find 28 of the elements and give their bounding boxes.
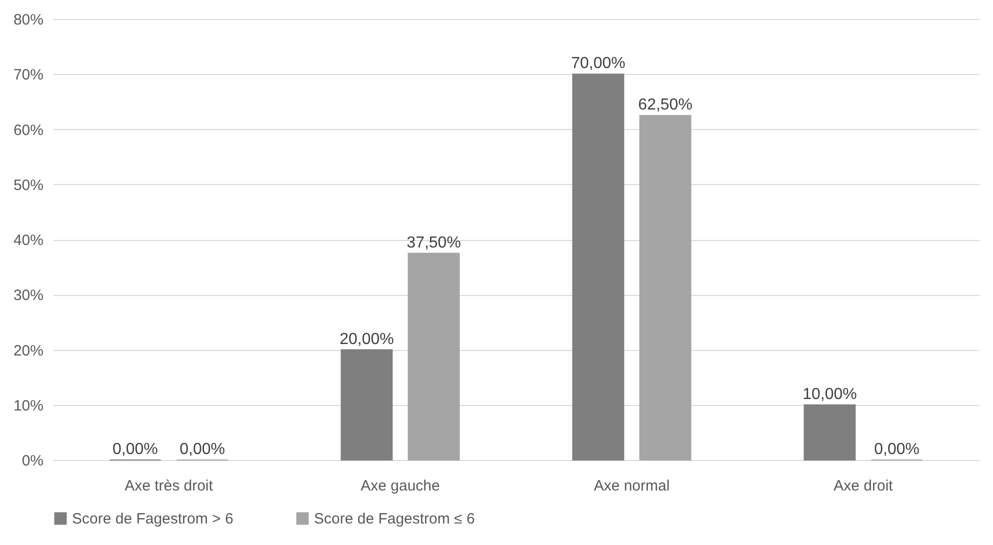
bar [639,114,692,460]
y-tick-label: 80% [13,12,44,28]
legend-label: Score de Fagestrom ≤ 6 [314,510,475,528]
y-tick-label: 0% [22,452,44,470]
y-tick-label: 60% [13,122,44,139]
data-label: 62,50% [638,96,692,114]
data-label: 0,00% [180,441,225,458]
data-label: 37,50% [406,234,461,252]
data-label: 0,00% [874,441,920,458]
x-tick-label: Axe normal [594,478,670,494]
bar [340,349,393,460]
y-tick-label: 20% [13,342,44,360]
data-label: 0,00% [112,441,158,458]
data-label: 20,00% [340,330,394,348]
bar [572,74,624,460]
bar [408,252,460,460]
y-tick-label: 30% [13,287,44,304]
data-label: 10,00% [802,386,857,403]
y-tick-label: 70% [13,66,44,84]
x-tick-label: Axe droit [834,478,894,494]
x-tick-label: Axe gauche [360,478,440,494]
y-tick-label: 10% [13,397,44,414]
y-tick-label: 50% [13,176,44,194]
bar [804,404,856,460]
legend-label: Score de Fagestrom > 6 [72,510,234,528]
y-tick-label: 40% [13,232,44,249]
data-label: 70,00% [571,55,626,72]
x-tick-label: Axe très droit [124,478,214,494]
